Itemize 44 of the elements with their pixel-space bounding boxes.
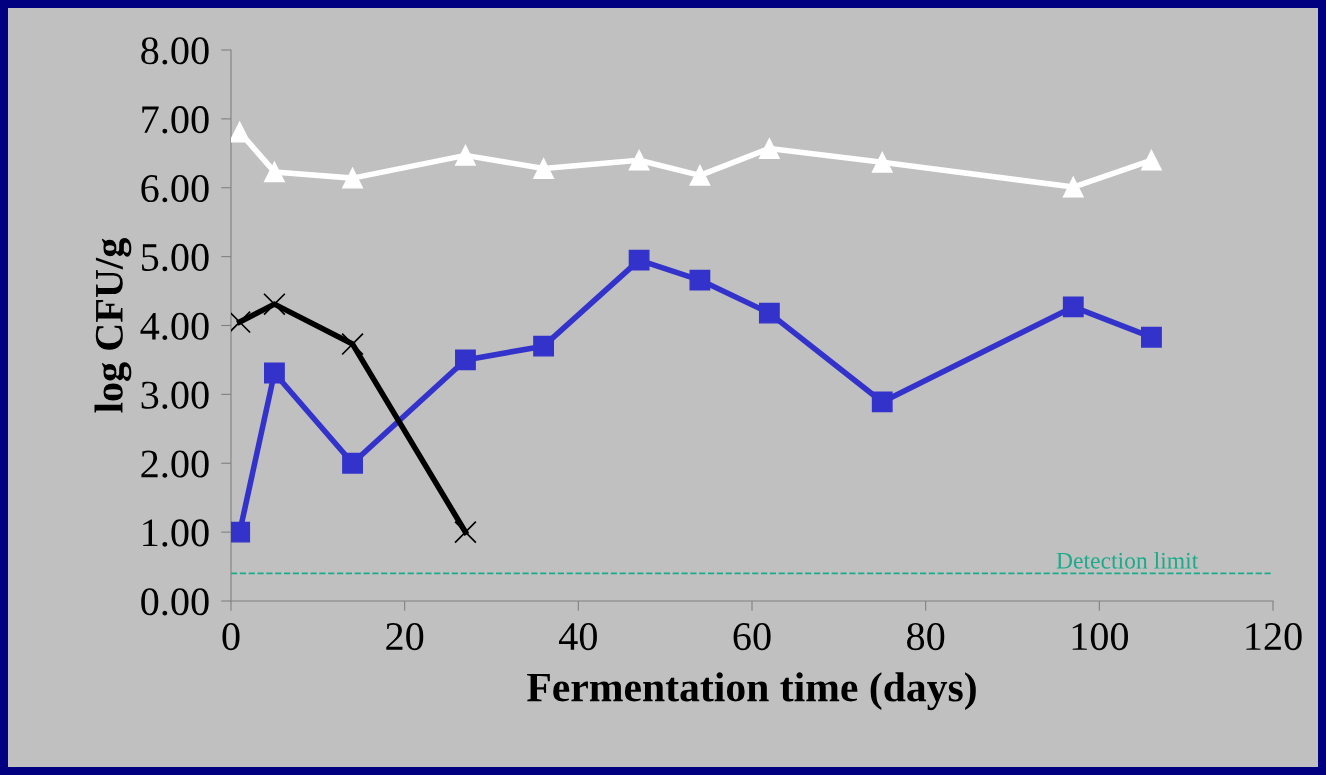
point (263, 292, 286, 316)
ref-line-label: Detection limit (1056, 552, 1199, 569)
point (231, 121, 251, 143)
point (342, 167, 363, 189)
y-tick-label: 3.00 (141, 381, 209, 409)
point (342, 452, 363, 474)
x-axis-title: Fermentation time (days) (527, 672, 976, 711)
point (628, 249, 650, 271)
point (871, 391, 893, 413)
y-tick-label: 0.00 (141, 588, 209, 616)
y-tick-label: 2.00 (141, 450, 209, 478)
x-tick-label: 20 (386, 623, 424, 651)
point (231, 521, 251, 543)
point (533, 158, 555, 179)
point (533, 335, 555, 357)
x-tick-label: 0 (222, 623, 240, 651)
point (758, 138, 780, 159)
y-axis-title: log CFU/g (94, 238, 132, 413)
x-tick-label: 100 (1072, 623, 1129, 651)
point (455, 144, 476, 166)
point (758, 302, 780, 324)
point (871, 151, 893, 173)
point (454, 520, 477, 544)
point (1141, 326, 1162, 348)
x-tick-label: 80 (907, 623, 945, 651)
x-tick-label: 40 (558, 623, 597, 651)
y-tick-label: 7.00 (142, 106, 209, 134)
point (1141, 149, 1162, 171)
x-tick-label: 120 (1246, 623, 1302, 651)
point (263, 161, 285, 183)
y-tick-label: 5.00 (142, 243, 209, 272)
point (628, 149, 650, 171)
point (341, 332, 364, 356)
y-tick-label: 1.00 (143, 519, 209, 547)
point (1062, 296, 1084, 318)
point (689, 269, 711, 291)
y-tick-label: 4.00 (140, 312, 209, 341)
point (1062, 176, 1084, 198)
point (689, 164, 711, 186)
x-tick-label: 60 (733, 623, 771, 651)
y-tick-label: 8.00 (141, 37, 209, 65)
point (263, 362, 285, 384)
point (455, 349, 476, 371)
y-tick-label: 6.00 (141, 174, 209, 203)
